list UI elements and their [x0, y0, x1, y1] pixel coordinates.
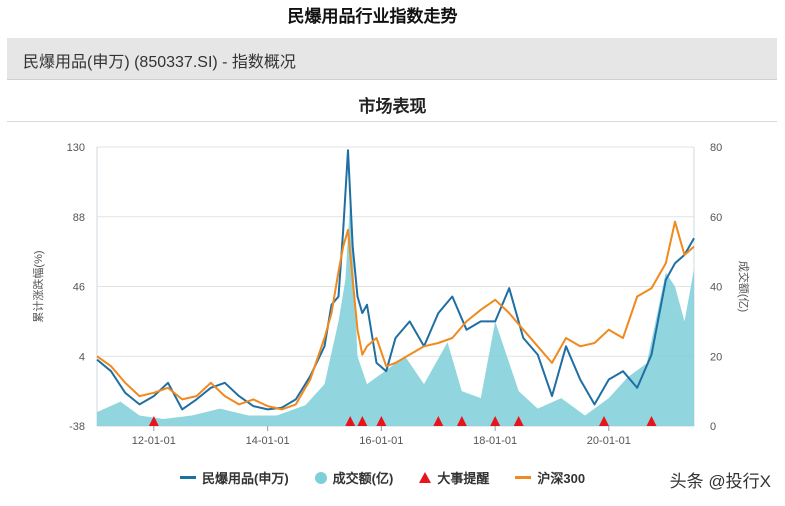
- legend-item-events[interactable]: 大事提醒: [419, 468, 489, 487]
- legend-item-index[interactable]: 民爆用品(申万): [180, 468, 289, 487]
- legend-label: 成交额(亿): [332, 471, 394, 486]
- x-tick-label: 12-01-01: [132, 435, 176, 447]
- y-tick-label: 46: [73, 282, 85, 294]
- event-marker: [456, 416, 467, 426]
- y2-tick-label: 40: [710, 282, 722, 294]
- legend-label: 大事提醒: [437, 471, 490, 486]
- event-marker: [357, 416, 368, 426]
- panel-header: 民爆用品(申万) (850337.SI) - 指数概况: [7, 38, 777, 80]
- y2-tick-label: 0: [710, 421, 716, 433]
- event-marker: [433, 416, 444, 426]
- y-tick-label: -38: [69, 421, 85, 433]
- legend-dot-icon: [314, 471, 327, 484]
- event-marker: [490, 416, 501, 426]
- event-marker: [148, 416, 159, 426]
- event-marker: [598, 416, 609, 426]
- legend-line-icon: [515, 476, 532, 479]
- x-tick-label: 18-01-01: [473, 435, 517, 447]
- legend-label: 沪深300: [537, 471, 586, 486]
- chart-section-title: 市场表现: [358, 97, 427, 116]
- index-line: [96, 149, 695, 411]
- panel-header-text: 民爆用品(申万) (850337.SI) - 指数概况: [23, 54, 296, 71]
- y-axis-label: 累计涨跌幅(%): [31, 250, 45, 322]
- y2-axis-label: 成交额(亿): [737, 261, 751, 312]
- legend-triangle-icon: [419, 472, 432, 483]
- chart-legend: 民爆用品(申万) 成交额(亿) 大事提醒 沪深300: [180, 468, 585, 487]
- x-tick-label: 16-01-01: [359, 435, 403, 447]
- legend-item-volume[interactable]: 成交额(亿): [314, 468, 394, 487]
- hs300-line: [96, 220, 695, 411]
- y-tick-label: 4: [79, 351, 85, 363]
- volume-area: [97, 199, 694, 426]
- legend-line-icon: [180, 476, 196, 479]
- y2-tick-label: 60: [710, 212, 722, 224]
- watermark: 头条 @投行X: [669, 472, 771, 491]
- event-marker: [646, 416, 657, 426]
- x-tick-label: 20-01-01: [587, 435, 631, 447]
- x-tick-label: 14-01-01: [246, 435, 290, 447]
- divider: [7, 121, 777, 122]
- event-marker: [345, 416, 356, 426]
- page-title: 民爆用品行业指数走势: [287, 7, 458, 26]
- legend-label: 民爆用品(申万): [202, 471, 289, 486]
- y-tick-label: 130: [67, 142, 85, 154]
- y2-tick-label: 20: [710, 351, 722, 363]
- event-marker: [376, 416, 387, 426]
- y2-tick-label: 80: [710, 142, 722, 154]
- legend-item-hs300[interactable]: 沪深300: [515, 468, 585, 487]
- event-marker: [513, 416, 524, 426]
- y-tick-label: 88: [73, 212, 85, 224]
